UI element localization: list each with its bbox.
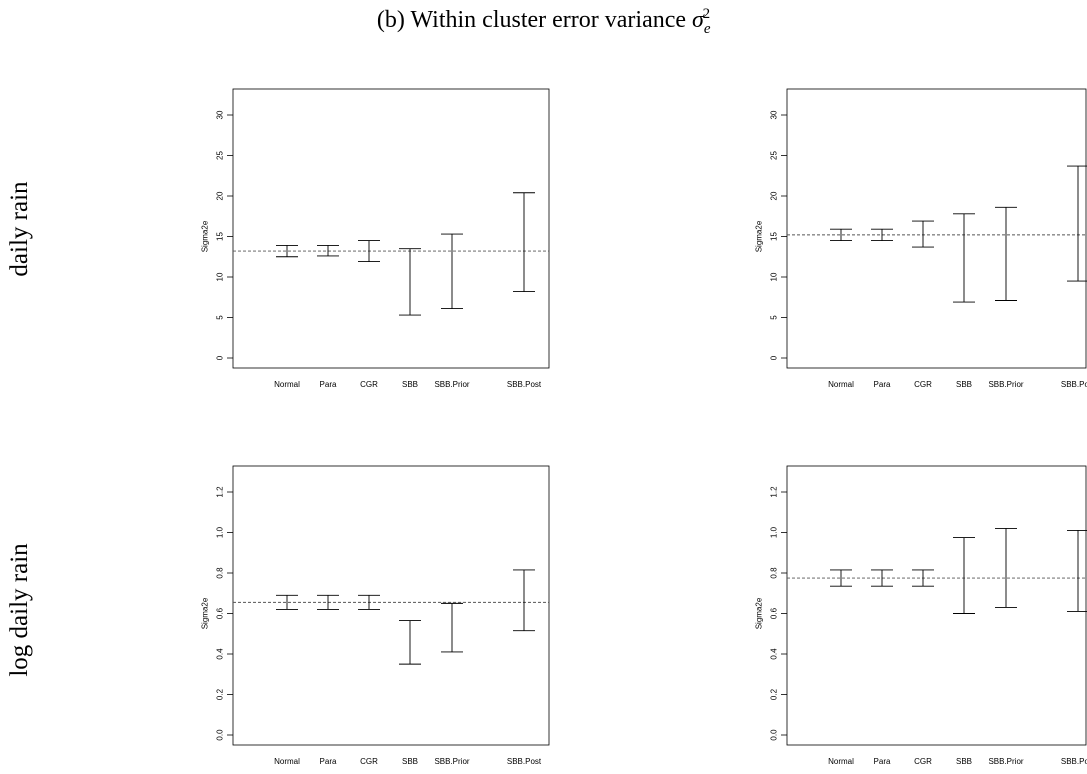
x-tick-label: SBB.Prior: [434, 380, 469, 389]
error-bar-sbb-post: [513, 192, 535, 293]
y-axis-label: Sigma2e: [755, 220, 764, 252]
y-tick-label: 0: [770, 355, 779, 360]
y-tick-label: 0.6: [216, 607, 225, 619]
error-bar-sbb: [953, 213, 975, 303]
y-tick-label: 15: [770, 232, 779, 241]
x-tick-label: SBB.Prior: [988, 380, 1023, 389]
y-tick-label: 15: [216, 232, 225, 241]
plot-frame: [232, 88, 550, 369]
x-tick-label: CGR: [360, 757, 378, 766]
error-bar-sbb-post: [1067, 165, 1087, 282]
error-bar-cgr: [912, 569, 934, 587]
x-tick-label: CGR: [914, 757, 932, 766]
error-bar-normal: [830, 228, 852, 242]
y-axis-label: Sigma2e: [201, 220, 210, 252]
error-bar-cgr: [912, 220, 934, 248]
x-tick-label: Normal: [274, 380, 300, 389]
x-tick-label: SBB: [402, 380, 418, 389]
plot-frame: [786, 88, 1087, 369]
x-tick-label: Normal: [828, 380, 854, 389]
error-bar-para: [871, 569, 893, 587]
x-tick-label: SBB.Post: [1061, 380, 1087, 389]
x-tick-label: Para: [320, 380, 337, 389]
y-tick-label: 1.0: [770, 526, 779, 538]
y-tick-label: 0.6: [770, 607, 779, 619]
x-tick-label: Para: [320, 757, 337, 766]
y-tick-label: 25: [216, 151, 225, 160]
error-bar-sbb-prior: [995, 206, 1017, 301]
error-bar-sbb-prior: [441, 602, 463, 653]
y-tick-label: 1.2: [770, 486, 779, 498]
error-bar-normal: [276, 594, 298, 610]
y-tick-label: 0: [216, 355, 225, 360]
y-tick-label: 20: [216, 191, 225, 200]
y-axis-label: Sigma2e: [201, 597, 210, 629]
chart-panel-1: 0 5 10 15 20 25 30 Sigma2e Normal Para CGR SBB SBB.P…: [201, 88, 550, 389]
y-tick-label: 5: [770, 315, 779, 320]
y-tick-label: 20: [770, 191, 779, 200]
chart-panel-2: 0 5 10 15 20 25 30 Sigma2e Normal Para CGR SBB SBB.P…: [755, 88, 1087, 389]
y-tick-label: 25: [770, 151, 779, 160]
x-tick-label: SBB.Prior: [988, 757, 1023, 766]
x-tick-label: SBB: [956, 757, 972, 766]
x-tick-label: CGR: [360, 380, 378, 389]
error-bar-para: [317, 594, 339, 610]
y-tick-label: 0.4: [216, 648, 225, 660]
title-subscript: e: [703, 20, 711, 37]
x-tick-label: Para: [874, 757, 891, 766]
error-bar-sbb-prior: [995, 528, 1017, 608]
x-tick-label: SBB: [402, 757, 418, 766]
y-tick-label: 0.0: [216, 729, 225, 741]
plot-frame: [786, 465, 1087, 746]
x-tick-label: Normal: [828, 757, 854, 766]
error-bar-normal: [276, 244, 298, 258]
y-tick-label: 0.2: [216, 688, 225, 700]
y-axis-label: Sigma2e: [755, 597, 764, 629]
error-bar-para: [317, 244, 339, 257]
y-tick-label: 0.8: [216, 567, 225, 579]
y-tick-label: 30: [770, 110, 779, 119]
y-tick-label: 30: [216, 110, 225, 119]
x-tick-label: SBB.Post: [1061, 757, 1087, 766]
x-tick-label: SBB: [956, 380, 972, 389]
title-sigma-symbol: σ: [692, 7, 704, 33]
y-tick-label: 10: [770, 272, 779, 281]
error-bar-cgr: [358, 594, 380, 610]
error-bar-sbb-post: [1067, 530, 1087, 612]
error-bar-para: [871, 228, 893, 242]
y-tick-label: 1.2: [216, 486, 225, 498]
error-bar-sbb: [399, 620, 421, 665]
chart-panel-3: 0.0 0.2 0.4 0.6 0.8 1.0 1.2 Sigma2e Normal Para CG…: [201, 465, 550, 766]
error-bar-sbb-post: [513, 569, 535, 632]
x-tick-label: CGR: [914, 380, 932, 389]
y-tick-label: 0.2: [770, 688, 779, 700]
error-bar-sbb: [399, 248, 421, 316]
figure-title: (b) Within cluster error variance σe2: [0, 6, 1087, 38]
x-tick-label: SBB.Post: [507, 380, 542, 389]
x-tick-label: Normal: [274, 757, 300, 766]
error-bar-cgr: [358, 240, 380, 263]
title-text: (b) Within cluster error variance: [376, 7, 693, 33]
chart-panel-4: 0.0 0.2 0.4 0.6 0.8 1.0 1.2 Sigma2e Normal Para CG…: [755, 465, 1087, 766]
y-tick-label: 1.0: [216, 526, 225, 538]
y-tick-label: 5: [216, 315, 225, 320]
y-tick-label: 0.4: [770, 648, 779, 660]
error-bar-normal: [830, 569, 852, 587]
error-bar-sbb: [953, 537, 975, 614]
plot-frame: [232, 465, 550, 746]
title-superscript: 2: [702, 6, 711, 22]
y-tick-label: 0.0: [770, 729, 779, 741]
error-bar-sbb-prior: [441, 233, 463, 310]
x-tick-label: SBB.Prior: [434, 757, 469, 766]
y-tick-label: 10: [216, 272, 225, 281]
y-tick-label: 0.8: [770, 567, 779, 579]
x-tick-label: SBB.Post: [507, 757, 542, 766]
x-tick-label: Para: [874, 380, 891, 389]
